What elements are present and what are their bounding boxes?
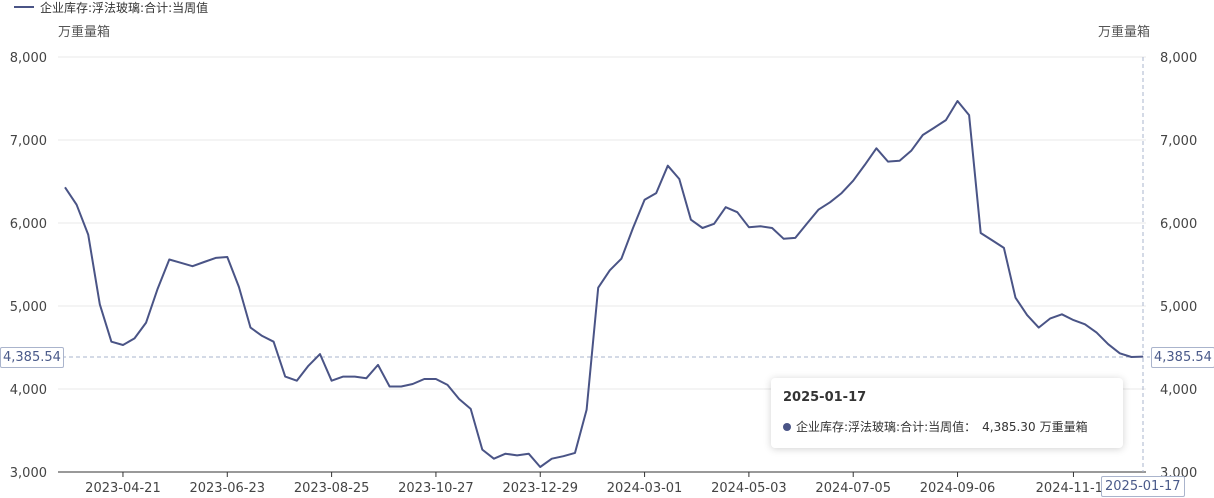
y-tick-label-left: 4,000 [10,383,47,398]
x-tick-label: 2024-11-15 [1036,481,1112,496]
y-tick-label-left: 8,000 [10,51,47,66]
x-tick-label: 2023-06-23 [189,481,265,496]
legend-swatch [14,6,34,8]
x-tick-label: 2024-07-05 [815,481,891,496]
x-tick-label: 2023-04-21 [85,481,161,496]
y-tick-label-right: 6,000 [1160,217,1197,232]
x-tick-label: 2024-03-01 [607,481,683,496]
x-tick-label: 2023-12-29 [502,481,578,496]
crosshair-date-label: 2025-01-17 [1101,476,1185,497]
legend-label: 企业库存:浮法玻璃:合计:当周值 [40,0,209,15]
x-tick-label: 2023-08-25 [294,481,370,496]
tooltip-unit: 万重量箱 [1039,420,1088,434]
y-tick-label-left: 3,000 [10,466,47,481]
grid-lines [58,56,1146,390]
y-tick-label-right: 5,000 [1160,300,1197,315]
tooltip-date: 2025-01-17 [783,390,867,405]
x-tick-label: 2024-09-06 [920,481,996,496]
x-tick-label: 2023-10-27 [398,481,474,496]
tooltip: 2025-01-17 企业库存:浮法玻璃:合计:当周值： 4,385.30 万重… [771,378,1123,448]
y-tick-label-right: 4,000 [1160,383,1197,398]
x-axis: 2023-04-21 2023-06-23 2023-08-25 2023-10-27… [85,472,1111,496]
legend[interactable]: 企业库存:浮法玻璃:合计:当周值 [14,0,209,15]
y-axis-right-unit: 万重量箱 [1097,25,1150,40]
crosshair-value-label-left: 4,385.54 [0,347,64,368]
y-axis-left: 3,000 4,000 5,000 6,000 7,000 8,000 [10,51,47,481]
y-tick-label-right: 7,000 [1160,134,1197,149]
y-tick-label-right: 8,000 [1160,51,1197,66]
y-axis-left-unit: 万重量箱 [58,25,111,40]
tooltip-series-dot [783,422,791,431]
series-line [64,100,1144,468]
y-tick-label-left: 6,000 [10,217,47,232]
y-tick-label-left: 5,000 [10,300,47,315]
y-tick-label-left: 7,000 [10,134,47,149]
tooltip-row: 企业库存:浮法玻璃:合计:当周值： 4,385.30 万重量箱 [783,418,1088,435]
x-tick-label: 2024-05-03 [711,481,787,496]
tooltip-series-label: 企业库存:浮法玻璃:合计:当周值： [796,420,977,434]
crosshair-value-label-right: 4,385.54 [1151,347,1214,368]
tooltip-value: 4,385.30 [982,419,1036,434]
